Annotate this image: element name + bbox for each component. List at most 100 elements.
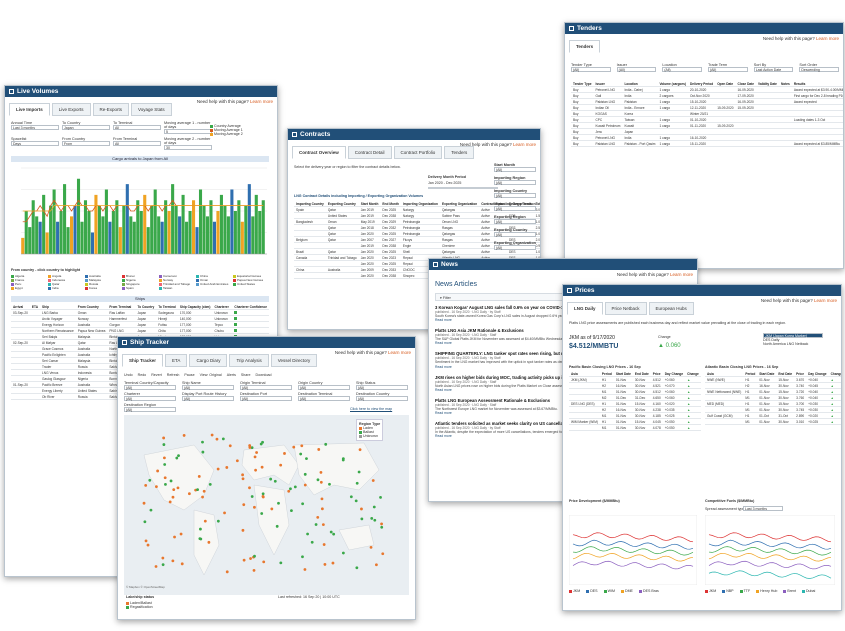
country-chip[interactable]: Malaysia [85, 278, 122, 282]
country-chip[interactable]: China [196, 274, 233, 278]
table-row[interactable]: Energy Horizon Australia Gorgon Japan Futtsu… [11, 321, 270, 328]
read-more-link[interactable]: Read more [435, 434, 452, 439]
filter-select[interactable]: (All) [571, 67, 611, 72]
filter-select[interactable]: (All) [182, 385, 234, 390]
table-row[interactable]: Spain Qatar Jan 2019 Dec 2025 Naturgy Qatarga… [294, 206, 540, 213]
filter-select[interactable]: 5 [164, 129, 212, 134]
news-article[interactable]: JKM rises on higher bids during MOC, tra… [435, 375, 691, 392]
table-row[interactable]: Buy Petronet LNG India - Dahej 1 cargo 20-10… [571, 86, 843, 93]
toolbar-revert[interactable]: Revert [151, 373, 162, 377]
table-row[interactable]: JKM (JKM) H1 01-Nov 30-Nov 4.512 +0.060 ▲ [569, 376, 701, 383]
table-row[interactable]: 03-Sep-20 LNG Barka Oman Ras Laffan Japan Sod… [11, 309, 270, 316]
filter-select[interactable]: Descending [799, 67, 840, 72]
table-row[interactable]: NWE (NWE) H1 01-Nov 15-Nov 3.670 +0.040 ▲ [705, 376, 841, 383]
country-chip[interactable]: Korea [85, 286, 122, 290]
table-row[interactable]: Belgium Qatar Jan 2007 Dec 2027 Fluxys Rasgas… [294, 236, 540, 243]
tab-contract-detail[interactable]: Contract Detail [347, 146, 392, 159]
filter-select[interactable]: (All) [494, 180, 536, 185]
toolbar-undo[interactable]: Undo [124, 373, 133, 377]
country-chip[interactable]: Angola [48, 274, 85, 278]
filter-select[interactable]: All [113, 141, 161, 146]
toolbar-pause[interactable]: Pause [184, 373, 195, 377]
table-row[interactable]: Northern Renaissance Papua New Guinea PNG … [11, 327, 270, 334]
country-chip[interactable]: India [48, 286, 85, 290]
delivery-period-slider[interactable] [428, 187, 498, 189]
country-chip[interactable]: Peru [11, 282, 48, 286]
country-chip[interactable]: Oman [196, 278, 233, 282]
article-title[interactable]: Atlantic tenders solicited as market see… [435, 421, 573, 427]
filter-select[interactable]: Last 3 months [11, 125, 59, 130]
country-chip[interactable]: Taiwan [159, 286, 196, 290]
asset-option[interactable]: DES Daily [763, 338, 780, 342]
tab-live-exports[interactable]: Live Exports [51, 103, 91, 116]
map-link[interactable]: Click here to view the map [350, 407, 393, 411]
news-article[interactable]: Platts LNG Asia JKM Rationale & Exclusio… [435, 328, 691, 345]
filter-select[interactable]: (All) [356, 396, 408, 401]
country-chip[interactable]: Indonesia [48, 278, 85, 282]
tab-trip-analysis[interactable]: Trip Analysis [229, 354, 269, 367]
help-link[interactable]: Learn more [813, 298, 837, 303]
table-row[interactable]: United States Jan 2019 Dec 2038 Naturgy Sabi… [294, 212, 540, 219]
filter-select[interactable]: (All) [240, 385, 292, 390]
table-row[interactable]: M2 01-Dec 31-Dec 4.650 +0.060 ▲ [569, 394, 701, 401]
spread-select[interactable]: Last 3 months [743, 506, 783, 511]
filter-select[interactable]: Japan [62, 125, 110, 130]
table-row[interactable]: Buy Pakistan LNG Pakistan 1 cargo 15-10-2020… [571, 98, 843, 105]
filter-select[interactable]: (All) [708, 67, 748, 72]
country-chip[interactable]: Trinidad and Tobago [159, 282, 196, 286]
filter-select[interactable]: (All) [298, 396, 350, 401]
tab-tenders[interactable]: Tenders [444, 146, 475, 159]
country-chip[interactable]: Norway [159, 278, 196, 282]
filter-select[interactable]: (All) [494, 219, 536, 224]
article-title[interactable]: SHIPPING QUARTERLY: LNG tanker spot rate… [435, 351, 597, 357]
filter-select[interactable]: Last Action Date [753, 67, 794, 72]
table-row[interactable]: MED (MED) H1 01-Nov 15-Nov 3.700 +0.030 ▲ [705, 400, 841, 407]
table-row[interactable]: Buy Jera Japan [571, 128, 843, 135]
country-chip[interactable]: Singapore [122, 282, 159, 286]
filter-select[interactable]: Days [11, 141, 59, 146]
filter-select[interactable]: From [62, 141, 110, 146]
tab-european-hubs[interactable]: European Hubs [648, 302, 694, 315]
filter-select[interactable]: 30 [164, 145, 212, 150]
asset-selector[interactable]: JKM (Japan Korea Marker) DES Daily North … [763, 333, 823, 346]
read-more-link[interactable]: Read more [435, 341, 452, 346]
asset-select[interactable]: JKM (Japan Korea Marker) [763, 333, 823, 338]
country-chip[interactable]: Equatorial Guinea [233, 274, 270, 278]
country-chip[interactable]: United States [233, 282, 270, 286]
tab-eta[interactable]: ETA [165, 354, 188, 367]
news-article[interactable]: Atlantic tenders solicited as market see… [435, 421, 691, 438]
filter-select[interactable]: (All) [494, 245, 536, 250]
tab-contract-portfolio[interactable]: Contract Portfolio [393, 146, 443, 159]
filter-select[interactable]: (All) [494, 193, 536, 198]
toolbar-view-original[interactable]: View: Original [199, 373, 222, 377]
help-link[interactable]: Learn more [249, 99, 273, 104]
table-row[interactable]: H2 16-Nov 30-Nov 4.238 +0.035 ▲ [569, 406, 701, 413]
world-map[interactable] [124, 415, 409, 595]
table-row[interactable]: M1 01-Nov 30-Nov 3.010 +0.025 ▲ [705, 418, 841, 425]
news-article[interactable]: 3 Korean Kogas' August LNG sales fall 0.… [435, 305, 691, 322]
tab-live-imports[interactable]: Live Imports [9, 103, 50, 116]
news-article[interactable]: Platts LNG European Assessment Rationale… [435, 398, 691, 415]
help-link[interactable]: Learn more [387, 350, 411, 355]
country-chip[interactable]: Cameroon [159, 274, 196, 278]
table-row[interactable]: Gulf Coast (GCM) H1 01-Oct 31-Oct 2.890 +0.02… [705, 412, 841, 419]
table-row[interactable]: M1 01-Nov 30-Nov 4.512 +0.060 ▲ [569, 388, 701, 395]
table-row[interactable]: H2 16-Nov 30-Nov 3.740 +0.045 ▲ [705, 382, 841, 389]
country-chip[interactable]: Papua New Guinea [233, 278, 270, 282]
table-row[interactable]: Buy KOGAS Korea Winter 20/21 [571, 110, 843, 117]
country-chip[interactable]: Spain [122, 286, 159, 290]
tab-tenders[interactable]: Tenders [569, 40, 601, 53]
table-row[interactable]: M1 01-Nov 30-Nov 4.185 +0.025 ▲ [569, 412, 701, 419]
filter-select[interactable]: (All) [124, 407, 176, 412]
toolbar-refresh[interactable]: Refresh [166, 373, 180, 377]
filter-select[interactable]: (All) [494, 232, 536, 237]
article-title[interactable]: JKM rises on higher bids during MOC, tra… [435, 374, 587, 380]
tab-voyage-stats[interactable]: Voyage Stats [131, 103, 172, 116]
table-row[interactable]: DES LNG (DES) H1 01-Nov 15-Nov 4.160 +0.020 ▲ [569, 400, 701, 407]
tab-cargo-diary[interactable]: Cargo Diary [189, 354, 228, 367]
article-title[interactable]: Platts LNG European Assessment Rationale… [435, 397, 551, 403]
tab-price-netback[interactable]: Price Netback [604, 302, 647, 315]
filter-select[interactable]: (All) [494, 206, 536, 211]
filter-select[interactable]: (All) [356, 385, 408, 390]
table-row[interactable]: Qatar Jan 2020 Dec 2025 Petrobangla Qatargas… [294, 230, 540, 237]
